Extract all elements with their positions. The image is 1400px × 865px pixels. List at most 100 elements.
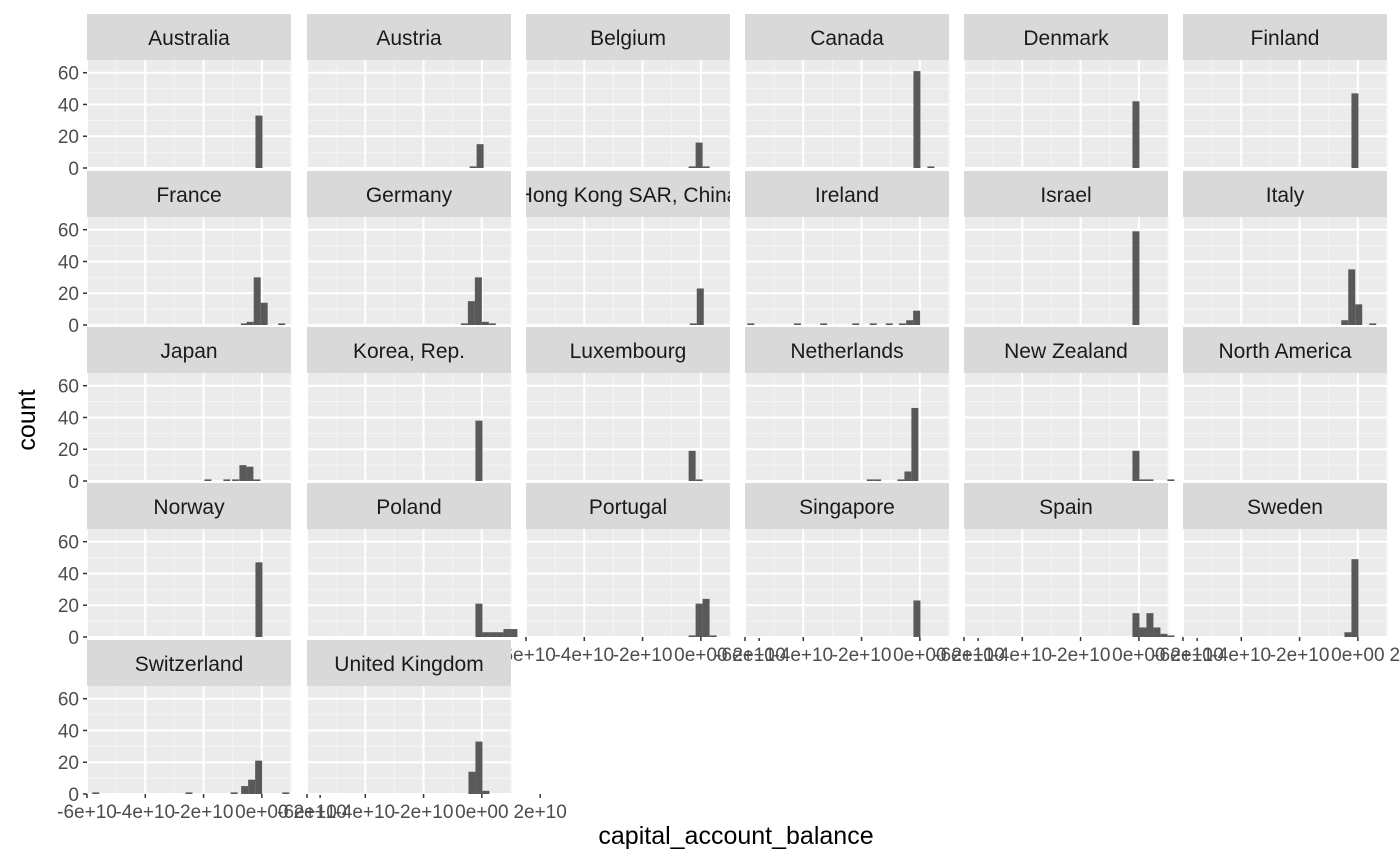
- facet-poland-bar: [475, 603, 483, 637]
- facet-new-zealand-bar: [1132, 450, 1140, 481]
- x-tick-label: -4e+10: [992, 645, 1052, 666]
- facet-germany-bar: [481, 321, 489, 325]
- y-tick-label: 0: [68, 785, 79, 806]
- facet-germany-strip: [307, 171, 511, 217]
- x-tick-label: -2e+10: [394, 802, 454, 823]
- facet-spain-bar: [1167, 635, 1175, 637]
- facet-poland: Poland: [306, 483, 542, 638]
- facet-austria-strip-label: Austria: [376, 27, 442, 50]
- facet-north-america-strip-label: North America: [1218, 340, 1351, 363]
- facet-denmark-strip: [964, 14, 1168, 60]
- x-tick-label: 2e+10: [293, 802, 346, 823]
- facet-netherlands: Netherlands: [744, 327, 980, 482]
- facet-austria: Austria: [306, 14, 542, 169]
- facet-italy-bar: [1341, 320, 1349, 325]
- facet-netherlands-bar: [904, 471, 912, 481]
- y-tick-label: 60: [58, 690, 79, 711]
- facet-france-bar: [260, 302, 268, 325]
- y-tick-label: 20: [58, 127, 79, 148]
- facet-italy-bar: [1355, 304, 1363, 325]
- x-tick-label: -2e+10: [1051, 645, 1111, 666]
- facet-israel-bar: [1132, 231, 1140, 325]
- facet-luxembourg-strip: [526, 327, 730, 373]
- x-tick-label: -4e+10: [115, 802, 175, 823]
- facet-switzerland-strip: [87, 640, 291, 686]
- facet-spain-strip: [964, 483, 1168, 529]
- facet-finland-strip-label: Finland: [1251, 27, 1320, 50]
- x-tick-label: 2e+10: [513, 802, 566, 823]
- facet-poland-bar: [482, 632, 490, 637]
- y-tick-label: 20: [58, 753, 79, 774]
- facet-italy-strip: [1183, 171, 1387, 217]
- x-tick-label: -6e+10: [715, 645, 775, 666]
- facet-ireland-bar: [906, 320, 914, 325]
- facet-japan-bar: [239, 465, 247, 481]
- facet-portugal-strip: [526, 483, 730, 529]
- y-tick-label: 20: [58, 440, 79, 461]
- facet-switzerland-bar: [185, 792, 193, 794]
- facet-new-zealand-bar: [1146, 479, 1154, 481]
- facet-germany-bar: [488, 323, 496, 325]
- x-tick-label: 0e+00: [674, 645, 727, 666]
- y-tick-label: 20: [58, 284, 79, 305]
- facet-ireland-bar: [793, 323, 801, 325]
- y-axis-title: count: [13, 389, 41, 450]
- facet-panels: Australia 0 20 40 60 Austria Belgium Canada Denm…: [57, 14, 1400, 823]
- facet-switzerland: Switzerland: [86, 640, 322, 795]
- facet-france-bar: [246, 321, 254, 325]
- facet-hong-kong-sar-china-panel: [526, 217, 730, 325]
- facet-ireland-bar: [885, 323, 893, 325]
- facet-germany-bar: [460, 323, 468, 325]
- facet-sweden-strip: [1183, 483, 1387, 529]
- facet-denmark-strip-label: Denmark: [1023, 27, 1109, 50]
- facet-japan-panel: [87, 373, 291, 481]
- x-tick-label: -6e+10: [1153, 645, 1213, 666]
- facet-united-kingdom-strip-label: United Kingdom: [334, 653, 483, 676]
- facet-netherlands-strip-label: Netherlands: [790, 340, 903, 363]
- facet-korea-rep-bar: [475, 420, 483, 481]
- x-tick-label: -4e+10: [1211, 645, 1271, 666]
- facet-singapore: Singapore: [744, 483, 980, 638]
- facet-canada: Canada: [744, 14, 980, 169]
- x-tick-label: -4e+10: [554, 645, 614, 666]
- x-tick-label: -2e+10: [1270, 645, 1330, 666]
- facet-canada-strip: [745, 14, 949, 60]
- y-tick-label: 60: [58, 221, 79, 242]
- facet-portugal-bar: [709, 635, 717, 637]
- facet-norway-bar: [255, 562, 263, 637]
- x-tick-label: -6e+10: [277, 802, 337, 823]
- facet-netherlands-bar: [874, 479, 882, 481]
- facet-poland-strip-label: Poland: [376, 496, 441, 519]
- facet-spain-bar: [1160, 633, 1168, 637]
- facet-belgium-bar: [688, 166, 696, 168]
- y-tick-label: 20: [58, 596, 79, 617]
- facet-poland-bar: [503, 629, 511, 637]
- y-tick-label: 0: [68, 316, 79, 337]
- facet-austria-strip: [307, 14, 511, 60]
- facet-switzerland-bar: [241, 786, 249, 794]
- x-tick-label: 2e+10: [732, 645, 785, 666]
- facet-switzerland-bar: [230, 792, 238, 794]
- facet-japan: Japan: [86, 327, 322, 482]
- facet-switzerland-bar: [282, 792, 290, 794]
- facet-germany-bar: [467, 301, 475, 325]
- x-tick-label: -2e+10: [613, 645, 673, 666]
- facet-united-kingdom-strip: [307, 640, 511, 686]
- facet-germany-bar: [474, 277, 482, 325]
- facet-japan-bar: [232, 479, 240, 481]
- y-tick-label: 0: [68, 472, 79, 493]
- facet-poland-bar: [496, 632, 504, 637]
- facet-australia-bar: [255, 115, 263, 168]
- facet-japan-bar: [223, 479, 231, 481]
- facet-italy-bar: [1348, 269, 1356, 325]
- facet-switzerland-bar: [248, 779, 256, 794]
- facet-poland-strip: [307, 483, 511, 529]
- x-tick-label: -6e+10: [57, 802, 117, 823]
- y-tick-label: 60: [58, 533, 79, 554]
- facet-united-kingdom: United Kingdom: [306, 640, 542, 795]
- x-tick-label: 0e+00: [1331, 645, 1384, 666]
- y-tick-label: 40: [58, 252, 79, 273]
- facet-switzerland-bar: [255, 760, 263, 794]
- facet-ireland-bar: [852, 323, 860, 325]
- facet-north-america: North America: [1182, 327, 1388, 482]
